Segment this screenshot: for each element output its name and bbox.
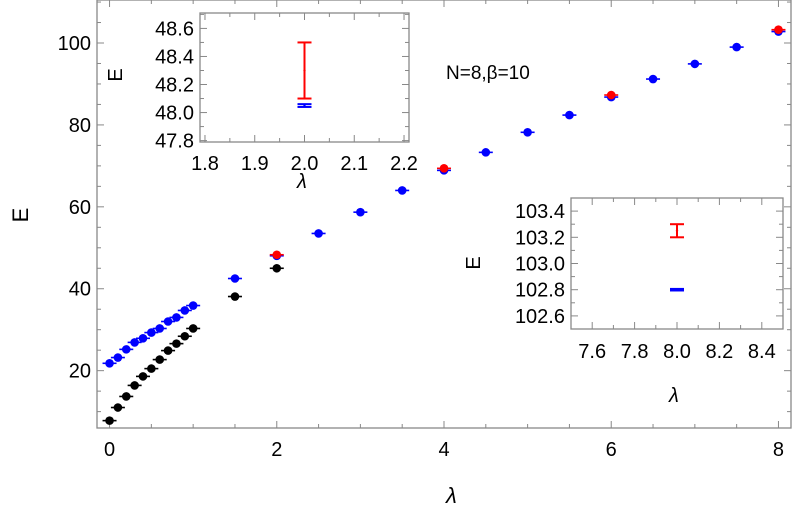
x-axis-label: λ [445, 483, 457, 508]
data-point [130, 338, 139, 347]
data-point [303, 69, 306, 72]
x-tick-label: 8.0 [663, 341, 691, 363]
y-tick-label: 60 [69, 197, 91, 219]
data-point [138, 334, 148, 343]
data-point [675, 229, 679, 232]
data-point [272, 263, 282, 273]
data-point [188, 301, 198, 310]
data-point [356, 207, 365, 217]
x-tick-label: 1.8 [191, 153, 219, 175]
inset-plot-2: 7.6 7.8 8.0 8.2 8.4 102.6 102.8 103.0 103.2 103.4 [515, 197, 784, 363]
data-point [732, 42, 741, 52]
y-tick-label: 20 [69, 361, 91, 383]
data-point [230, 274, 240, 283]
data-point [180, 306, 190, 315]
x-tick-label: 2.1 [340, 153, 368, 175]
data-point [138, 372, 148, 381]
data-point [147, 328, 156, 337]
data-point [774, 25, 783, 34]
y-tick-label: 103.4 [515, 201, 565, 223]
x-tick-label: 0 [104, 439, 115, 461]
data-point [155, 324, 165, 333]
inset-1-y-label: E [105, 68, 127, 81]
x-tick-label: 7.6 [578, 341, 606, 363]
data-point [675, 288, 679, 291]
x-tick-label: 4 [438, 439, 449, 461]
y-tick-label: 100 [58, 33, 91, 55]
data-point [105, 416, 114, 425]
data-point [690, 59, 700, 69]
data-point [121, 392, 131, 401]
data-point [172, 339, 181, 348]
data-point [113, 403, 123, 412]
data-point [113, 353, 123, 362]
inset-2-background [571, 198, 783, 329]
y-axis-label: E [8, 208, 33, 223]
y-tick-label: 48.6 [155, 18, 194, 40]
data-point [481, 148, 491, 157]
y-tick-label: 48.2 [155, 75, 194, 97]
data-point [121, 345, 131, 354]
data-point [105, 358, 114, 368]
inset-2-y-label: E [463, 256, 485, 269]
inset-1-x-label: λ [296, 171, 307, 193]
main-plot: 0 2 4 6 8 20 40 60 80 100 [58, 0, 792, 461]
x-tick-label: 7.8 [621, 341, 649, 363]
x-tick-label: 2.2 [390, 153, 418, 175]
data-point [523, 127, 532, 137]
inset-plot-1: 1.8 1.9 2.0 2.1 2.2 47.8 48.0 48.2 48.4 48.6 [155, 12, 418, 175]
data-point [147, 364, 156, 373]
data-point [230, 292, 240, 301]
data-point [648, 74, 658, 84]
x-tick-label: 8.4 [748, 341, 776, 363]
data-point [303, 104, 306, 107]
data-point [180, 331, 190, 341]
data-point [155, 355, 165, 364]
x-tick-label: 6 [606, 439, 617, 461]
x-tick-label: 8.2 [705, 341, 733, 363]
data-point [172, 313, 181, 322]
data-point [439, 164, 449, 173]
inset-2-x-label: λ [668, 385, 679, 407]
y-tick-label: 80 [69, 115, 91, 137]
x-tick-label: 2 [271, 439, 282, 461]
y-tick-label: 102.6 [515, 306, 565, 328]
x-tick-label: 2.0 [291, 153, 319, 175]
data-point [163, 317, 173, 326]
y-tick-label: 102.8 [515, 280, 565, 302]
x-tick-label: 1.9 [241, 153, 269, 175]
x-tick-label: 8 [773, 439, 784, 461]
data-point [565, 110, 574, 120]
data-point [314, 229, 323, 238]
y-tick-label: 48.0 [155, 103, 194, 125]
y-tick-label: 103.0 [515, 254, 565, 276]
data-point [163, 346, 173, 355]
data-point [130, 381, 139, 390]
y-tick-label: 103.2 [515, 227, 565, 249]
data-point [188, 324, 198, 333]
y-tick-label: 48.4 [155, 46, 194, 68]
y-tick-label: 40 [69, 279, 91, 301]
y-tick-label: 47.8 [155, 131, 194, 153]
data-point [397, 186, 407, 195]
data-point [606, 90, 616, 100]
annotation-label: N=8,β=10 [446, 63, 530, 84]
data-point [272, 250, 282, 260]
